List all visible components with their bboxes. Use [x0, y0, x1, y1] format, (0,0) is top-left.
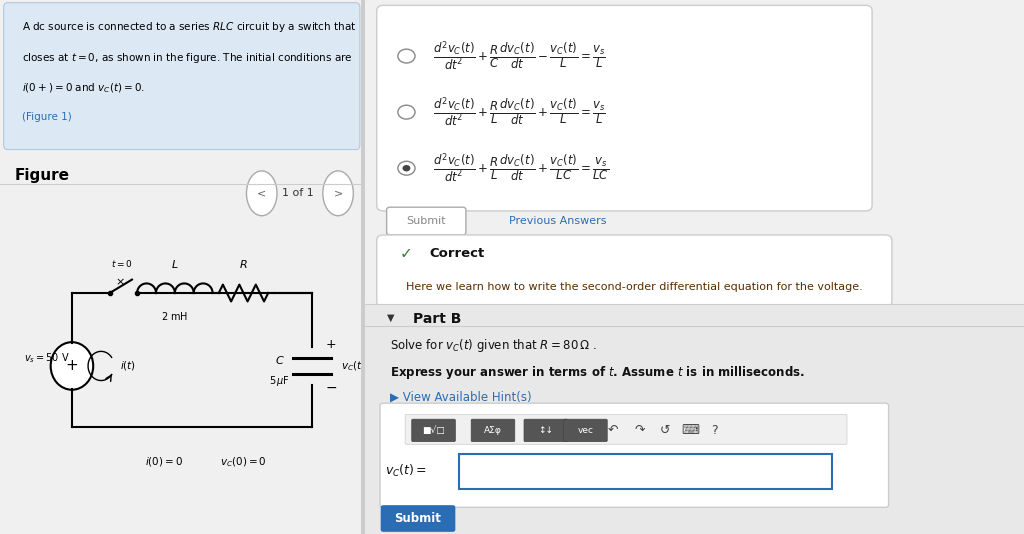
- Text: +: +: [66, 358, 78, 373]
- Text: $i(0+) = 0$ and $v_C(t) = 0$.: $i(0+) = 0$ and $v_C(t) = 0$.: [22, 81, 144, 95]
- Text: $5\,\mu$F: $5\,\mu$F: [269, 374, 290, 388]
- Circle shape: [398, 105, 415, 119]
- Text: ?: ?: [712, 424, 718, 437]
- FancyBboxPatch shape: [563, 419, 607, 442]
- Text: $v_C(t)$: $v_C(t)$: [341, 359, 366, 373]
- Text: A dc source is connected to a series $RLC$ circuit by a switch that: A dc source is connected to a series $RL…: [22, 20, 356, 34]
- Text: $2$ mH: $2$ mH: [161, 310, 188, 323]
- Text: +: +: [326, 339, 336, 351]
- Text: Part B: Part B: [413, 312, 462, 326]
- Text: $-$: $-$: [325, 380, 337, 394]
- Text: ↺: ↺: [659, 424, 670, 437]
- Text: $v_s = 50$ V: $v_s = 50$ V: [24, 351, 70, 365]
- Text: ↶: ↶: [608, 424, 618, 437]
- Text: ⌨: ⌨: [681, 424, 698, 437]
- Circle shape: [247, 171, 278, 216]
- Text: vec: vec: [578, 426, 594, 435]
- Text: <: <: [257, 189, 266, 198]
- FancyBboxPatch shape: [381, 505, 456, 532]
- Text: $v_C(0) = 0$: $v_C(0) = 0$: [220, 455, 267, 469]
- Text: Express your answer in terms of $t$. Assume $t$ is in milliseconds.: Express your answer in terms of $t$. Ass…: [390, 364, 805, 381]
- Circle shape: [50, 342, 93, 390]
- FancyBboxPatch shape: [412, 419, 456, 442]
- FancyBboxPatch shape: [4, 3, 359, 150]
- FancyBboxPatch shape: [380, 403, 889, 507]
- Text: $R$: $R$: [240, 258, 248, 270]
- Text: $i(0) = 0$: $i(0) = 0$: [145, 456, 183, 468]
- Text: $C$: $C$: [274, 354, 285, 366]
- Text: $i(t)$: $i(t)$: [120, 359, 136, 372]
- FancyBboxPatch shape: [364, 304, 1024, 534]
- Text: ↕↓: ↕↓: [539, 426, 553, 435]
- Text: ↷: ↷: [634, 424, 645, 437]
- Circle shape: [323, 171, 353, 216]
- Text: $t=0$: $t=0$: [111, 258, 132, 269]
- Text: Previous Answers: Previous Answers: [509, 216, 606, 226]
- Text: $\times$: $\times$: [115, 277, 125, 287]
- Circle shape: [398, 49, 415, 63]
- Text: Solve for $v_C(t)$ given that $R = 80\,\Omega$ .: Solve for $v_C(t)$ given that $R = 80\,\…: [390, 337, 597, 355]
- Text: ✓: ✓: [400, 246, 413, 261]
- FancyBboxPatch shape: [406, 414, 847, 444]
- FancyBboxPatch shape: [460, 454, 833, 489]
- Text: Submit: Submit: [407, 216, 446, 226]
- Text: ■√□: ■√□: [422, 426, 444, 435]
- Text: $\dfrac{d^2v_C(t)}{dt^2}+\dfrac{R}{L}\dfrac{dv_C(t)}{dt}+\dfrac{v_C(t)}{LC}=\dfr: $\dfrac{d^2v_C(t)}{dt^2}+\dfrac{R}{L}\df…: [433, 152, 609, 185]
- FancyBboxPatch shape: [377, 5, 872, 211]
- FancyBboxPatch shape: [524, 419, 567, 442]
- Text: $\dfrac{d^2v_C(t)}{dt^2}+\dfrac{R}{L}\dfrac{dv_C(t)}{dt}+\dfrac{v_C(t)}{L}=\dfra: $\dfrac{d^2v_C(t)}{dt^2}+\dfrac{R}{L}\df…: [433, 96, 606, 129]
- FancyBboxPatch shape: [471, 419, 515, 442]
- Text: Correct: Correct: [430, 247, 484, 260]
- Text: Figure: Figure: [14, 168, 70, 183]
- Circle shape: [398, 161, 415, 175]
- Text: 1 of 1: 1 of 1: [283, 189, 314, 198]
- Text: $L$: $L$: [171, 258, 178, 270]
- FancyBboxPatch shape: [377, 235, 892, 307]
- Text: ΑΣφ: ΑΣφ: [484, 426, 502, 435]
- Text: $\dfrac{d^2v_C(t)}{dt^2}+\dfrac{R}{C}\dfrac{dv_C(t)}{dt}-\dfrac{v_C(t)}{L}=\dfra: $\dfrac{d^2v_C(t)}{dt^2}+\dfrac{R}{C}\df…: [433, 40, 606, 73]
- Text: ▶ View Available Hint(s): ▶ View Available Hint(s): [390, 391, 531, 404]
- Text: closes at $t = 0$, as shown in the figure. The initial conditions are: closes at $t = 0$, as shown in the figur…: [22, 51, 352, 65]
- Text: >: >: [334, 189, 343, 198]
- Text: Here we learn how to write the second-order differential equation for the voltag: Here we learn how to write the second-or…: [407, 282, 863, 292]
- Text: Submit: Submit: [394, 512, 441, 525]
- Circle shape: [402, 165, 411, 171]
- FancyBboxPatch shape: [387, 207, 466, 235]
- Text: (Figure 1): (Figure 1): [22, 112, 72, 122]
- Text: ▼: ▼: [387, 312, 394, 323]
- Text: $v_C(t) =$: $v_C(t) =$: [385, 463, 428, 479]
